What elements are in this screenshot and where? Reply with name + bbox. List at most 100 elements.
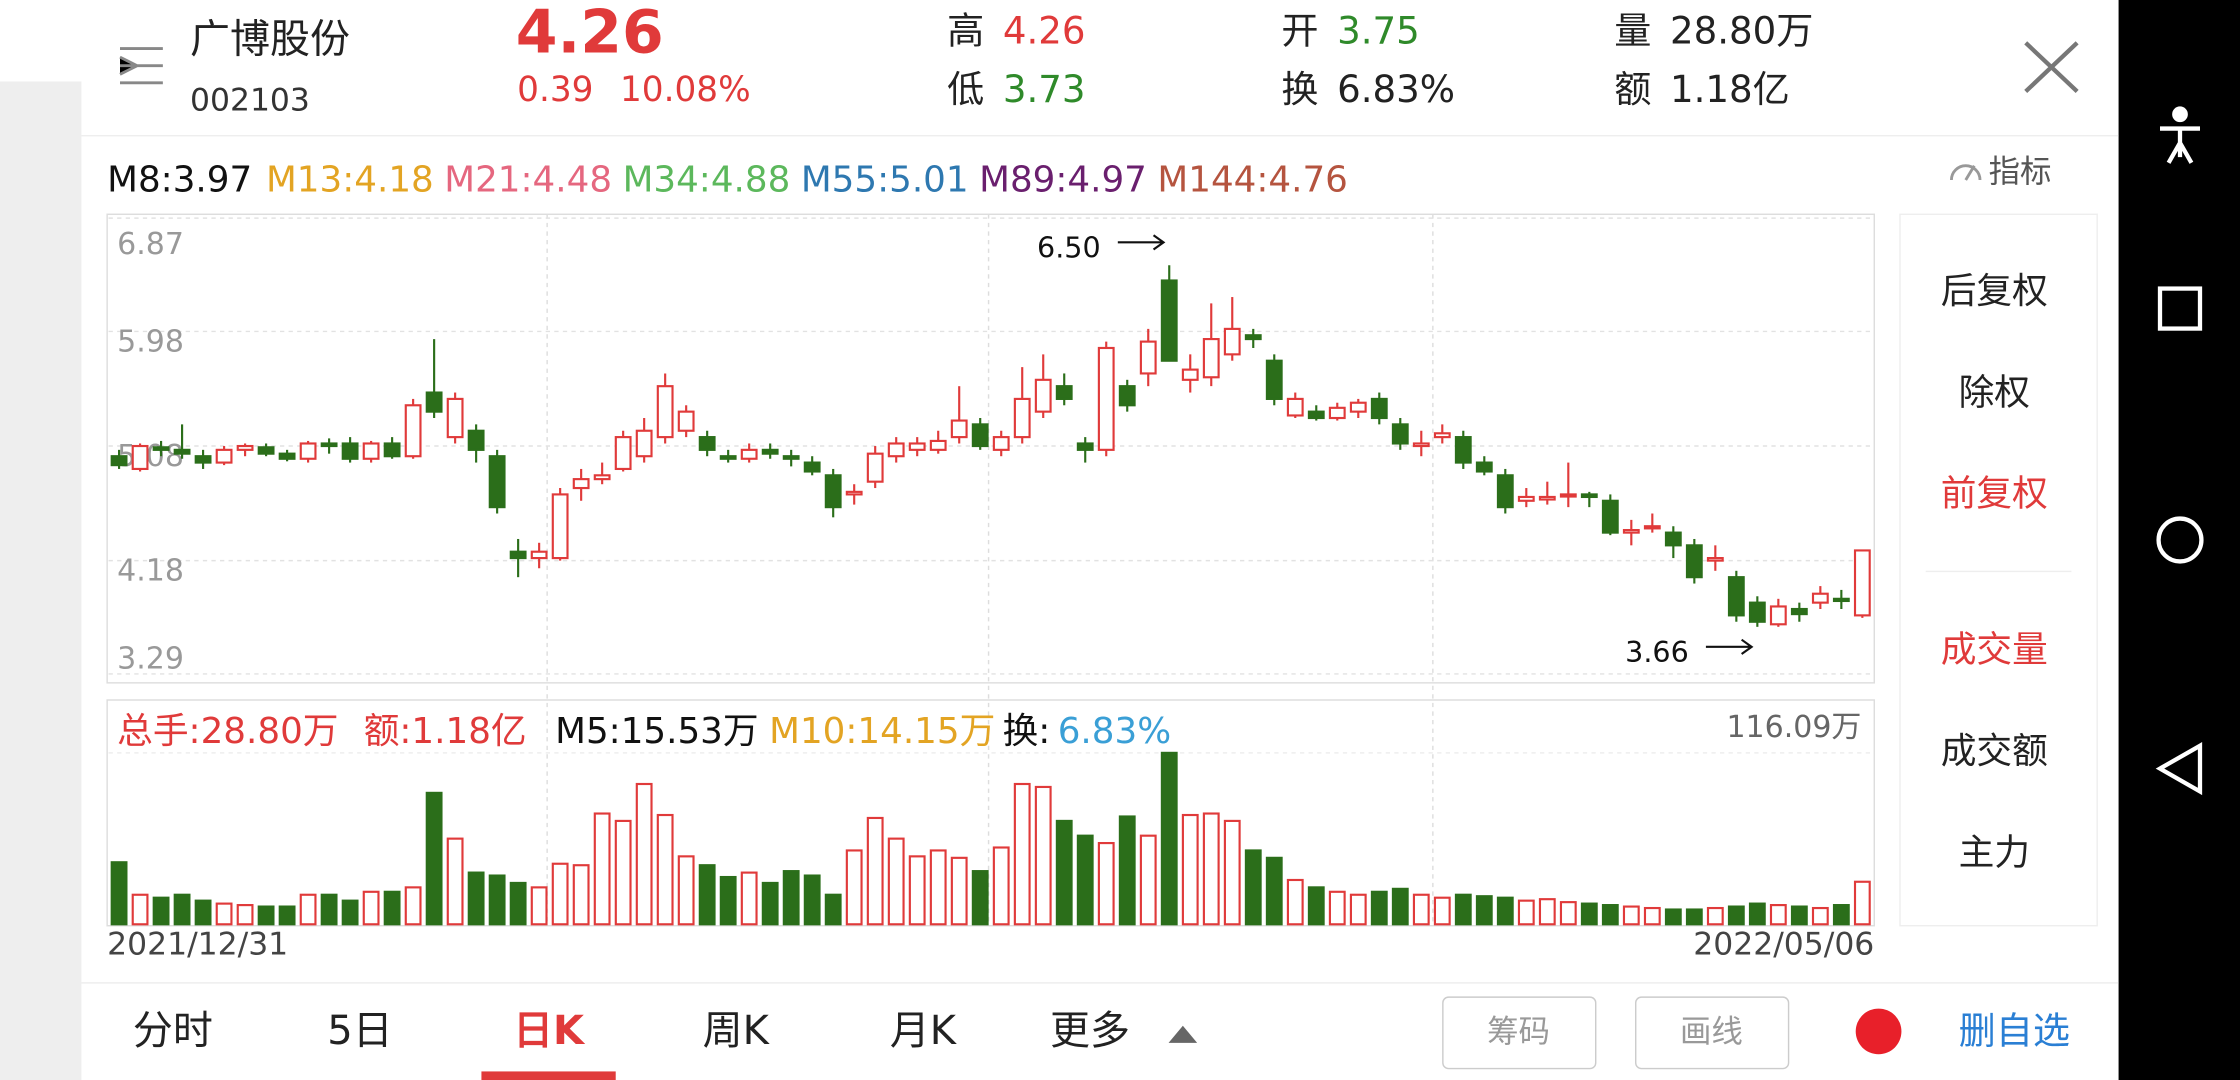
volume-bar <box>1181 813 1199 926</box>
volume-bar <box>1034 785 1052 926</box>
stat-label: 开 <box>1281 9 1318 52</box>
volume-bar <box>383 890 401 926</box>
volume-legend: 6.83% <box>1058 711 1171 752</box>
candle-body <box>740 448 758 460</box>
candle-body <box>173 448 191 455</box>
volume-bar <box>1748 902 1766 926</box>
change-pct: 10.08% <box>620 70 751 110</box>
volume-bar <box>341 899 359 926</box>
volume-bar <box>803 874 821 926</box>
volume-bar <box>1286 878 1304 926</box>
volume-bar <box>1664 908 1682 926</box>
tab[interactable]: 分时 <box>133 1008 213 1054</box>
volume-bar <box>236 904 254 926</box>
button-frame <box>1635 996 1790 1070</box>
volume-bar <box>1433 896 1451 926</box>
side-menu-item[interactable]: 后复权 <box>1941 271 2048 312</box>
nav-back[interactable] <box>2155 742 2203 796</box>
tab[interactable]: 更多 <box>1050 1008 1130 1054</box>
watchlist-button[interactable]: 删自选 <box>1959 1009 2070 1052</box>
candle-body <box>530 550 548 560</box>
indicator-button[interactable]: 指标 <box>1989 154 2052 190</box>
ma-legend: M34:4.88 <box>623 159 791 200</box>
volume-bar <box>1139 834 1157 926</box>
side-menu-item[interactable]: 成交量 <box>1941 629 2048 670</box>
tab[interactable]: 5日 <box>327 1008 392 1054</box>
tab[interactable]: 月K <box>890 1008 958 1054</box>
candle-body <box>971 423 989 448</box>
close-button[interactable] <box>2024 41 2079 93</box>
candle-body <box>299 442 317 460</box>
nav-recent[interactable] <box>2157 286 2203 331</box>
volume-bar <box>824 893 842 926</box>
volume-bar <box>1559 901 1577 926</box>
side-menu-item[interactable]: 除权 <box>1959 372 2030 413</box>
candle-body <box>1118 385 1136 407</box>
annotation-label: 3.66 <box>1625 635 1689 669</box>
volume-bar <box>131 893 149 926</box>
volume-bar <box>614 819 632 926</box>
tab[interactable]: 周K <box>703 1008 771 1054</box>
candle-body <box>1769 605 1787 626</box>
candle-body <box>1517 495 1535 502</box>
volume-bar <box>257 905 275 926</box>
y-tick-label: 5.98 <box>117 324 184 359</box>
volume-bar <box>761 881 779 926</box>
stat-value: 3.75 <box>1337 9 1420 52</box>
volume-bar <box>1202 812 1220 926</box>
volume-bar <box>1475 895 1493 926</box>
nav-home[interactable] <box>2156 516 2204 564</box>
volume-bar <box>173 893 191 926</box>
ma-legend: M13:4.18 <box>266 159 434 200</box>
candle-body <box>1664 531 1682 547</box>
side-menu-item[interactable]: 成交额 <box>1941 731 2048 772</box>
volume-bar <box>530 886 548 926</box>
change: 0.39 <box>517 70 593 110</box>
volume-bar <box>719 875 737 926</box>
volume-bar <box>152 896 170 926</box>
candle-body <box>1454 436 1472 464</box>
chip-button[interactable]: 筹码 <box>1487 1014 1550 1050</box>
candle-body <box>1601 499 1619 534</box>
volume-bar <box>1160 751 1178 926</box>
price: 4.26 <box>516 0 664 67</box>
nav-bar <box>2118 0 2240 1080</box>
volume-bar <box>1328 890 1346 926</box>
candle-body <box>488 455 506 509</box>
tab[interactable]: 日K <box>513 1008 586 1054</box>
candle-body <box>1811 592 1829 604</box>
stat-value: 28.80万 <box>1670 9 1813 52</box>
side-menu-item[interactable]: 主力 <box>1959 832 2030 873</box>
stat-label: 换 <box>1281 68 1318 111</box>
candle-body <box>866 452 884 483</box>
candle-body <box>1391 423 1409 445</box>
candle-body <box>194 455 212 464</box>
candle-body <box>110 455 128 467</box>
candle-body <box>1727 576 1745 617</box>
volume-legend: 换: <box>1003 711 1051 752</box>
candle-body <box>656 385 674 439</box>
x-date-label: 2021/12/31 <box>107 927 288 963</box>
candle-body <box>1412 442 1430 448</box>
volume-bar <box>1601 904 1619 926</box>
volume-bar <box>1391 887 1409 926</box>
stat-label: 低 <box>947 68 984 111</box>
tab-underline <box>481 1071 616 1080</box>
volume-bar <box>1349 893 1367 926</box>
volume-bar <box>446 837 464 926</box>
candle-body <box>1643 525 1661 530</box>
candle-body <box>1748 601 1766 623</box>
candle-body <box>614 436 632 471</box>
stock-code: 002103 <box>190 82 310 118</box>
menu-icon[interactable] <box>119 47 163 85</box>
draw-button[interactable]: 画线 <box>1680 1014 1743 1050</box>
volume-bar <box>1370 890 1388 926</box>
candle-body <box>1349 401 1367 413</box>
volume-bar <box>1013 782 1031 926</box>
candle-body <box>1433 432 1451 439</box>
side-menu-item[interactable]: 前复权 <box>1941 474 2048 515</box>
stat-label: 高 <box>947 9 984 52</box>
candle-body <box>152 446 170 451</box>
